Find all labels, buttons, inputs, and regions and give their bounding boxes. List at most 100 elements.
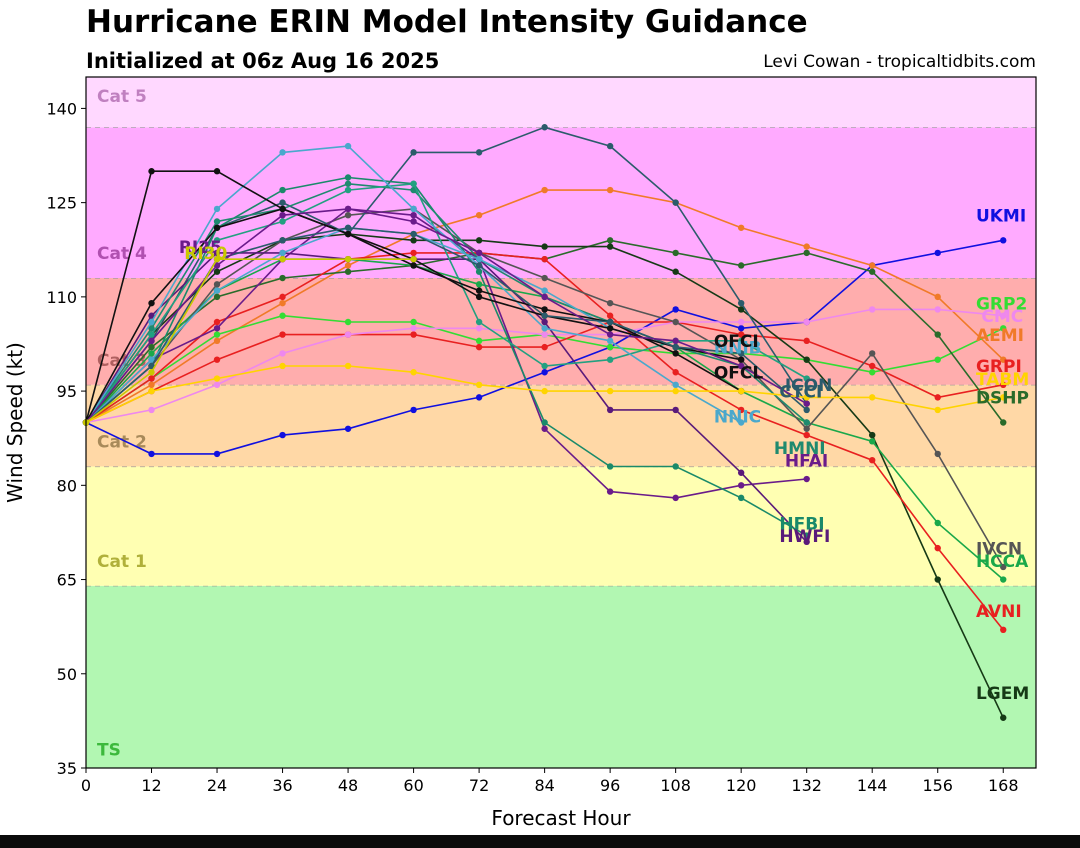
data-point [213, 237, 221, 244]
data-point [475, 343, 483, 351]
data-point [803, 406, 810, 414]
series-label: HFBI [779, 514, 824, 534]
x-tick-label: 84 [534, 776, 554, 795]
data-point [869, 306, 876, 313]
data-point [672, 369, 679, 376]
data-point [344, 362, 352, 370]
series-label: DSHP [976, 389, 1029, 409]
data-point [803, 425, 810, 432]
data-point [279, 362, 286, 370]
data-point [410, 262, 417, 269]
data-point [344, 268, 352, 275]
data-point [344, 318, 352, 326]
data-point [737, 262, 745, 269]
axes: 0 12 24 36 48 60 72 84 96 108 120 132 144 156 168 35 50 6… [3, 76, 1037, 830]
series-label: GRP2 [976, 294, 1027, 314]
data-point [737, 419, 745, 426]
x-tick-label: 156 [922, 776, 953, 795]
data-point [1000, 237, 1007, 244]
data-point [410, 212, 417, 219]
data-point [279, 218, 286, 225]
data-point [213, 381, 221, 389]
data-point [279, 274, 286, 282]
x-tick-label: 12 [141, 776, 161, 795]
data-point [279, 293, 286, 301]
data-point [344, 186, 352, 194]
data-point [803, 243, 810, 250]
series-line [85, 176, 808, 537]
series-lines [82, 124, 1007, 721]
data-point [934, 331, 941, 338]
data-point [279, 255, 286, 263]
y-tick-label: 80 [57, 476, 77, 495]
data-point [213, 356, 221, 363]
data-point [410, 249, 417, 257]
x-tick-label: 0 [81, 776, 91, 795]
data-point [344, 224, 352, 231]
series-label: OFCL [714, 364, 764, 384]
data-point [934, 450, 941, 458]
data-point [606, 318, 614, 326]
data-point [344, 212, 352, 219]
data-point [148, 312, 155, 319]
data-point [869, 268, 876, 275]
data-point [606, 237, 614, 244]
data-point [475, 268, 483, 275]
data-point [148, 369, 155, 376]
data-point [803, 337, 810, 345]
x-tick-label: 168 [988, 776, 1019, 795]
data-point [1000, 714, 1007, 721]
series-label: LGEM [976, 684, 1029, 704]
data-point [148, 362, 155, 370]
data-point [410, 255, 417, 263]
data-point [606, 312, 614, 319]
data-point [344, 331, 352, 338]
data-point [606, 325, 614, 332]
data-point [541, 387, 548, 395]
x-tick-label: 96 [600, 776, 620, 795]
data-point [1000, 626, 1007, 633]
series-line [85, 182, 808, 423]
data-point [475, 149, 483, 156]
data-point [344, 425, 352, 432]
data-point [344, 262, 352, 269]
band-label: Cat 5 [97, 87, 147, 107]
data-point [344, 230, 352, 238]
data-point [541, 255, 548, 263]
data-point [148, 337, 155, 345]
series-line [85, 258, 414, 424]
y-tick-label: 50 [57, 665, 77, 684]
data-point [606, 243, 614, 250]
data-point [869, 262, 876, 269]
data-point [475, 262, 483, 269]
data-point [475, 293, 483, 301]
data-point [737, 406, 745, 414]
data-point [737, 337, 745, 345]
data-point [606, 299, 614, 307]
data-point [737, 306, 745, 313]
series-label: CTCI [779, 382, 822, 402]
data-point [148, 318, 155, 326]
band-label: Cat 1 [97, 552, 147, 572]
band-ts [86, 585, 1036, 768]
data-point [672, 381, 679, 389]
data-point [803, 419, 810, 426]
data-point [148, 406, 155, 414]
data-point [869, 431, 876, 439]
series-label: NNIB [714, 338, 762, 358]
plot-frame [85, 76, 1037, 769]
data-point [541, 186, 548, 194]
data-point [148, 331, 155, 338]
series-avni [82, 249, 1007, 633]
data-point [803, 431, 810, 439]
data-point [213, 224, 221, 231]
data-point [934, 306, 941, 313]
y-tick-label: 125 [46, 194, 77, 213]
data-point [1000, 576, 1007, 583]
data-point [869, 350, 876, 357]
data-point [410, 149, 417, 156]
data-point [934, 249, 941, 257]
data-point [934, 519, 941, 527]
data-point [541, 287, 548, 294]
y-tick-label: 140 [46, 99, 77, 118]
